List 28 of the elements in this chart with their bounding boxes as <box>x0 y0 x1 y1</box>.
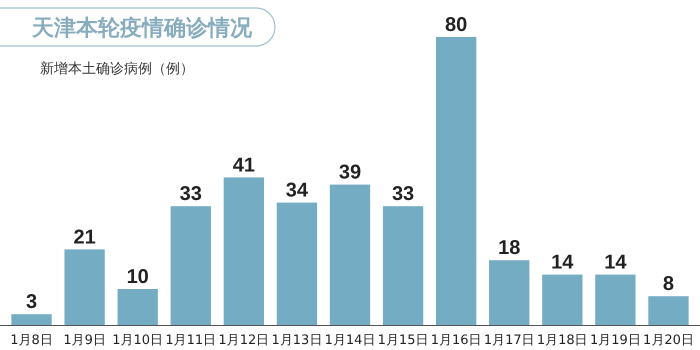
x-tick-label: 1月11日 <box>165 333 216 348</box>
data-label: 33 <box>392 183 414 206</box>
data-label: 3 <box>26 291 38 314</box>
data-label: 21 <box>73 226 96 248</box>
x-tick-label: 1月9日 <box>63 333 106 348</box>
data-label: 14 <box>551 252 574 274</box>
data-label: 39 <box>338 162 362 184</box>
x-tick-label: 1月17日 <box>484 333 535 348</box>
x-tick-label: 1月8日 <box>10 333 53 348</box>
data-label: 14 <box>604 252 628 274</box>
data-label: 18 <box>498 237 520 260</box>
x-tick-label: 1月13日 <box>272 333 322 348</box>
data-label: 33 <box>180 183 202 206</box>
x-tick-label: 1月14日 <box>324 333 376 348</box>
x-tick-label: 1月18日 <box>536 333 588 348</box>
x-tick-label: 1月10日 <box>112 333 164 348</box>
x-tick-label: 1月16日 <box>430 333 482 348</box>
data-label: 10 <box>126 266 149 288</box>
x-tick-label: 1月20日 <box>643 333 694 348</box>
text: 新增本土确诊病例（例） <box>40 61 194 77</box>
chart-title: 天津本轮疫情确诊情况 <box>31 16 253 41</box>
x-tick-label: 1月19日 <box>590 333 641 348</box>
x-tick-label: 1月15日 <box>378 333 428 348</box>
data-label: 8 <box>662 273 674 296</box>
data-label: 34 <box>286 180 309 202</box>
x-tick-label: 1月12日 <box>218 333 270 348</box>
data-label: 41 <box>232 154 255 176</box>
data-label: 80 <box>445 14 468 36</box>
